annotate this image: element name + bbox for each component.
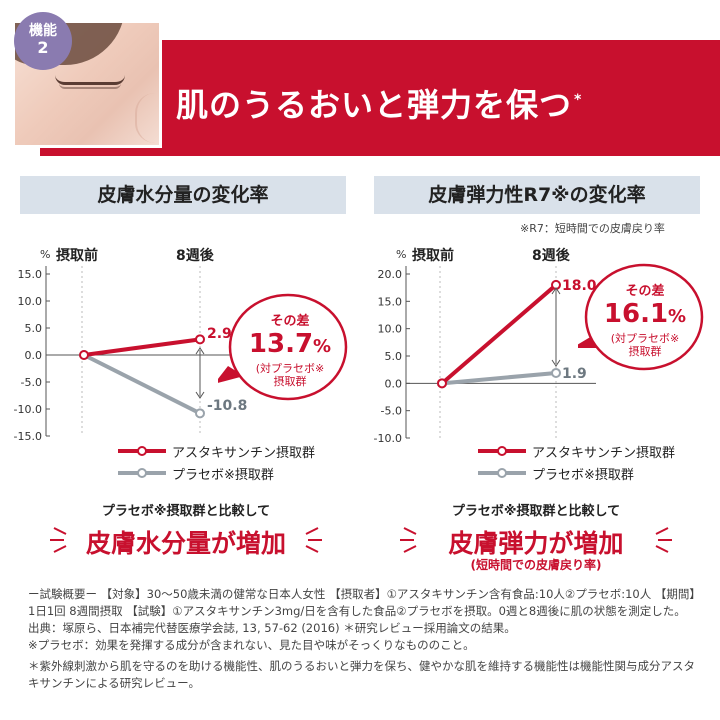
astaxanthin-value-label: 18.0	[562, 278, 597, 294]
placebo-definition: ※プラセボ：効果を発揮する成分が含まれない、見た目や味がそっくりなもののこと。	[28, 638, 475, 652]
elasticity-legend: アスタキサンチン摂取群 プラセボ※摂取群	[478, 440, 675, 484]
legend-red-line-icon	[478, 446, 526, 456]
legend-label: アスタキサンチン摂取群	[532, 445, 676, 461]
y-tick-label: 15.0	[378, 295, 403, 308]
y-tick-label: 5.0	[25, 322, 43, 335]
diff-value-wrap: 16.1%	[590, 299, 700, 332]
diff-note2: 摂取群	[628, 345, 662, 358]
legend-gray-line-icon	[118, 468, 166, 478]
moisture-chart-title: 皮膚水分量の変化率	[20, 176, 346, 214]
y-tick-label: -5.0	[21, 376, 42, 389]
badge-number: 2	[37, 38, 49, 57]
elasticity-chart-title: 皮膚弾力性R7※の変化率	[374, 176, 700, 214]
before-label: 摂取前	[412, 247, 454, 264]
moisture-chart: % 摂取前 8週後 15.0 10.0 5.0 0.0 -5.0 -10.0 -15.0 2…	[14, 247, 248, 443]
photo-eye	[55, 75, 125, 85]
series-line	[441, 370, 557, 386]
y-tick-label: 10.0	[378, 323, 403, 336]
elasticity-result-decoration	[400, 527, 672, 553]
y-tick-label: -5.0	[381, 405, 402, 418]
legend-label: アスタキサンチン摂取群	[172, 445, 316, 461]
y-tick-label: -10.0	[374, 432, 402, 445]
moisture-result-headline: 皮膚水分量が増加	[85, 529, 286, 558]
photo-nose	[135, 93, 155, 143]
y-tick-label: 0.0	[25, 349, 43, 362]
legend-item-astaxanthin: アスタキサンチン摂取群	[118, 440, 315, 462]
difference-arrowheads	[195, 347, 205, 399]
bubble-outline	[228, 293, 348, 401]
elasticity-chart: % 摂取前 8週後 20.0 15.0 10.0 5.0 0.0 -5.0 -10.0 18…	[374, 247, 597, 445]
difference-arrowheads	[551, 287, 561, 367]
data-point	[551, 367, 561, 378]
diff-note1: (対プラセボ※	[255, 362, 325, 375]
bubble-outline	[584, 263, 704, 371]
series-line	[440, 283, 558, 385]
y-tick-label: -15.0	[14, 430, 42, 443]
diff-lead: その差	[270, 314, 310, 329]
legend-label: プラセボ※摂取群	[172, 467, 274, 483]
elasticity-diff-bubble	[578, 263, 704, 371]
elasticity-result-sub: (短時間での皮膚戻り率)	[470, 558, 602, 572]
after-label: 8週後	[532, 247, 571, 264]
placebo-value-label: 1.9	[562, 366, 587, 382]
data-point	[437, 378, 447, 389]
unit-label: %	[396, 248, 406, 261]
before-label: 摂取前	[56, 247, 98, 264]
legend-item-astaxanthin: アスタキサンチン摂取群	[478, 440, 675, 462]
data-point	[551, 279, 561, 290]
moisture-legend: アスタキサンチン摂取群 プラセボ※摂取群	[118, 440, 315, 484]
function-badge: 機能 2	[14, 12, 72, 70]
y-tick-label: 10.0	[18, 295, 43, 308]
diff-note1: (対プラセボ※	[610, 332, 680, 345]
after-label: 8週後	[176, 247, 215, 264]
y-tick-label: 0.0	[385, 377, 403, 390]
diff-note2: 摂取群	[273, 375, 307, 388]
diff-lead: その差	[625, 284, 665, 299]
legend-item-placebo: プラセボ※摂取群	[118, 462, 315, 484]
y-tick-label: -10.0	[14, 403, 42, 416]
diff-value-wrap: 13.7%	[234, 329, 346, 362]
data-point	[195, 334, 205, 345]
diff-value: 13.7	[248, 329, 314, 359]
data-point	[195, 408, 205, 419]
badge-label: 機能	[29, 23, 57, 39]
moisture-diff-text: その差 13.7% (対プラセボ※ 摂取群	[234, 310, 346, 388]
y-tick-label: 5.0	[385, 350, 403, 363]
diff-unit: %	[313, 336, 332, 357]
page-title-text: 肌のうるおいと弾力を保つ	[176, 86, 573, 124]
study-overview: ー試験概要ー 【対象】30〜50歳未満の健常な日本人女性 【摂取者】①アスタキサ…	[28, 587, 696, 618]
y-tick-label: 20.0	[378, 268, 403, 281]
moisture-diff-bubble	[218, 293, 348, 401]
series-line	[83, 353, 201, 416]
footnotes: ー試験概要ー 【対象】30〜50歳未満の健常な日本人女性 【摂取者】①アスタキサ…	[28, 586, 698, 692]
data-point	[79, 350, 89, 360]
diff-value: 16.1	[603, 299, 669, 329]
functional-claim-note: ＊紫外線刺激から肌を守るのを助ける機能性、肌のうるおいと弾力を保ち、健やかな肌を…	[28, 659, 695, 690]
placebo-value-label: -10.8	[207, 398, 247, 414]
unit-label: %	[40, 248, 50, 261]
title-mark: *	[574, 92, 583, 109]
photo-lash	[59, 83, 121, 89]
elasticity-compare-text: プラセボ※摂取群と比較して	[451, 504, 621, 519]
elasticity-result-headline: 皮膚弾力が増加	[448, 529, 624, 558]
page-title: 肌のうるおいと弾力を保つ *	[176, 80, 582, 126]
legend-gray-line-icon	[478, 468, 526, 478]
moisture-result-decoration	[50, 527, 322, 553]
legend-red-line-icon	[118, 446, 166, 456]
bubble-tail	[218, 366, 244, 383]
r7-note: ※R7：短時間での皮膚戻り率	[520, 222, 665, 235]
elasticity-diff-text: その差 16.1% (対プラセボ※ 摂取群	[590, 280, 700, 358]
diff-unit: %	[668, 306, 687, 327]
legend-label: プラセボ※摂取群	[532, 467, 634, 483]
series-line	[83, 337, 201, 357]
astaxanthin-value-label: 2.9	[207, 326, 232, 342]
source-citation: 出典：塚原ら、日本補完代替医療学会誌, 13, 57-62 (2016) ＊研究…	[28, 621, 516, 635]
moisture-compare-text: プラセボ※摂取群と比較して	[101, 504, 271, 519]
legend-item-placebo: プラセボ※摂取群	[478, 462, 675, 484]
y-tick-label: 15.0	[18, 268, 43, 281]
